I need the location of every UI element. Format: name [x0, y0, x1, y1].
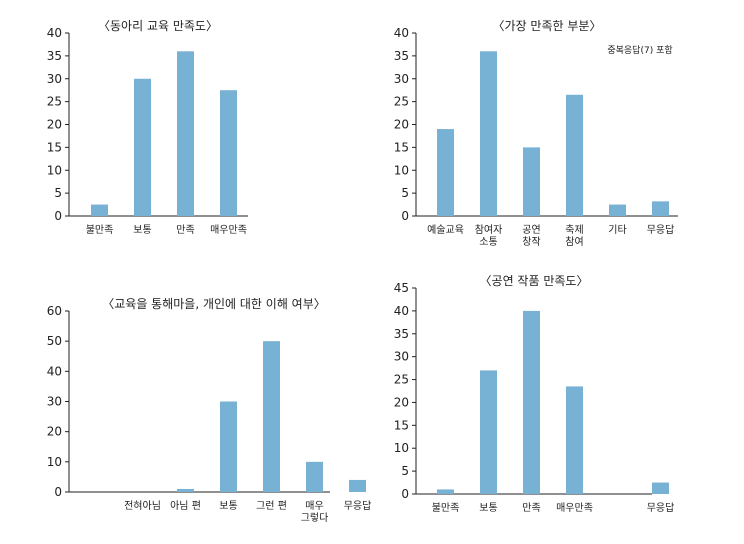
- y-tick-label: 0: [54, 209, 62, 223]
- x-category-label: 기타: [608, 224, 626, 236]
- bar: [480, 370, 497, 494]
- bar: [652, 201, 669, 216]
- x-category-label: 창작: [522, 236, 540, 248]
- y-tick-label: 20: [394, 395, 409, 409]
- bar: [91, 204, 108, 216]
- y-tick-label: 10: [394, 163, 409, 177]
- x-category-label: 축제: [565, 224, 583, 236]
- y-tick-label: 40: [394, 304, 409, 318]
- y-tick-label: 25: [394, 95, 409, 109]
- y-tick-label: 15: [47, 140, 62, 154]
- y-tick-label: 40: [47, 364, 62, 378]
- y-tick-label: 25: [47, 95, 62, 109]
- x-category-label: 소통: [479, 236, 497, 248]
- y-tick-label: 5: [54, 186, 62, 200]
- y-tick-label: 0: [54, 485, 62, 499]
- y-tick-label: 30: [394, 350, 409, 364]
- x-category-label: 무응답: [344, 500, 372, 512]
- y-tick-label: 5: [401, 464, 409, 478]
- y-tick-label: 35: [47, 49, 62, 63]
- y-tick-label: 0: [401, 209, 409, 223]
- x-category-label: 만족: [176, 224, 194, 236]
- y-tick-label: 35: [394, 49, 409, 63]
- y-tick-label: 60: [47, 304, 62, 318]
- y-tick-label: 30: [47, 72, 62, 86]
- chart-panel-3: 〈교육을 통해마을, 개인에 대한 이해 여부〉 0 10 20 30 40 50 60 전혀아…: [47, 297, 372, 524]
- y-tick-label: 10: [394, 441, 409, 455]
- y-tick-label: 15: [394, 140, 409, 154]
- bar: [437, 129, 454, 216]
- bar: [523, 147, 540, 216]
- y-tick-label: 5: [401, 186, 409, 200]
- y-tick-label: 50: [47, 334, 62, 348]
- y-tick-label: 15: [394, 418, 409, 432]
- bar: [566, 94, 583, 216]
- bar: [523, 310, 540, 494]
- x-category-label: 공연: [522, 224, 540, 236]
- y-tick-label: 10: [47, 163, 62, 177]
- chart-panel-2: 〈가장 만족한 부분〉 중복응답(7) 포함 0 5 10 15 20 25 30 35 40 예술교…: [394, 19, 678, 248]
- x-category-label: 무응답: [647, 224, 675, 236]
- x-category-label: 아님 편: [170, 500, 201, 512]
- x-category-label: 불만족: [86, 224, 114, 236]
- bar: [566, 386, 583, 494]
- x-category-label: 불만족: [432, 502, 460, 514]
- chart-note: 중복응답(7) 포함: [607, 44, 672, 56]
- x-category-label: 보통: [479, 502, 497, 514]
- bar: [177, 488, 194, 492]
- y-tick-label: 35: [394, 327, 409, 341]
- y-tick-label: 20: [47, 118, 62, 132]
- y-tick-label: 20: [47, 425, 62, 439]
- y-tick-label: 25: [394, 373, 409, 387]
- bar: [609, 204, 626, 216]
- bar: [263, 341, 280, 492]
- x-category-label: 그렇다: [301, 511, 329, 524]
- x-category-label: 예술교육: [427, 224, 464, 236]
- x-category-label: 그런 편: [256, 500, 287, 512]
- chart-panel-4: 〈공연 작품 만족도〉 0 5 10 15 20 25 30 35 40 45 불만족 보통 만족 매우만족…: [394, 274, 675, 514]
- chart-title: 〈교육을 통해마을, 개인에 대한 이해 여부〉: [102, 297, 326, 311]
- bar: [134, 78, 151, 216]
- chart-title: 〈동아리 교육 만족도〉: [98, 19, 218, 33]
- bar: [220, 90, 237, 216]
- x-category-label: 참여: [565, 236, 583, 248]
- y-tick-label: 45: [394, 281, 409, 295]
- x-category-label: 매우: [305, 500, 323, 512]
- x-category-label: 매우만족: [210, 224, 247, 236]
- y-tick-label: 30: [47, 395, 62, 409]
- bar: [349, 479, 366, 492]
- y-tick-label: 30: [394, 72, 409, 86]
- x-category-label: 무응답: [647, 502, 675, 514]
- x-category-label: 매우만족: [556, 502, 593, 514]
- x-category-label: 전혀아님: [124, 500, 161, 512]
- bar: [437, 489, 454, 494]
- y-tick-label: 40: [394, 26, 409, 40]
- y-tick-label: 10: [47, 455, 62, 469]
- chart-title: 〈공연 작품 만족도〉: [480, 274, 589, 288]
- bar: [177, 51, 194, 216]
- y-tick-label: 0: [401, 487, 409, 501]
- x-category-label: 보통: [133, 224, 151, 236]
- x-category-label: 만족: [522, 502, 540, 514]
- y-tick-label: 20: [394, 118, 409, 132]
- chart-title: 〈가장 만족한 부분〉: [493, 19, 602, 33]
- x-category-label: 참여자: [475, 224, 503, 236]
- chart-panel-1: 〈동아리 교육 만족도〉 0 5 10 15 20 25 30 35 40 불만족 보통 만족 매우만족: [47, 19, 248, 236]
- bar: [652, 482, 669, 494]
- y-tick-label: 40: [47, 26, 62, 40]
- x-category-label: 보통: [219, 500, 237, 512]
- bar: [480, 51, 497, 216]
- bar: [306, 461, 323, 492]
- bar: [220, 401, 237, 492]
